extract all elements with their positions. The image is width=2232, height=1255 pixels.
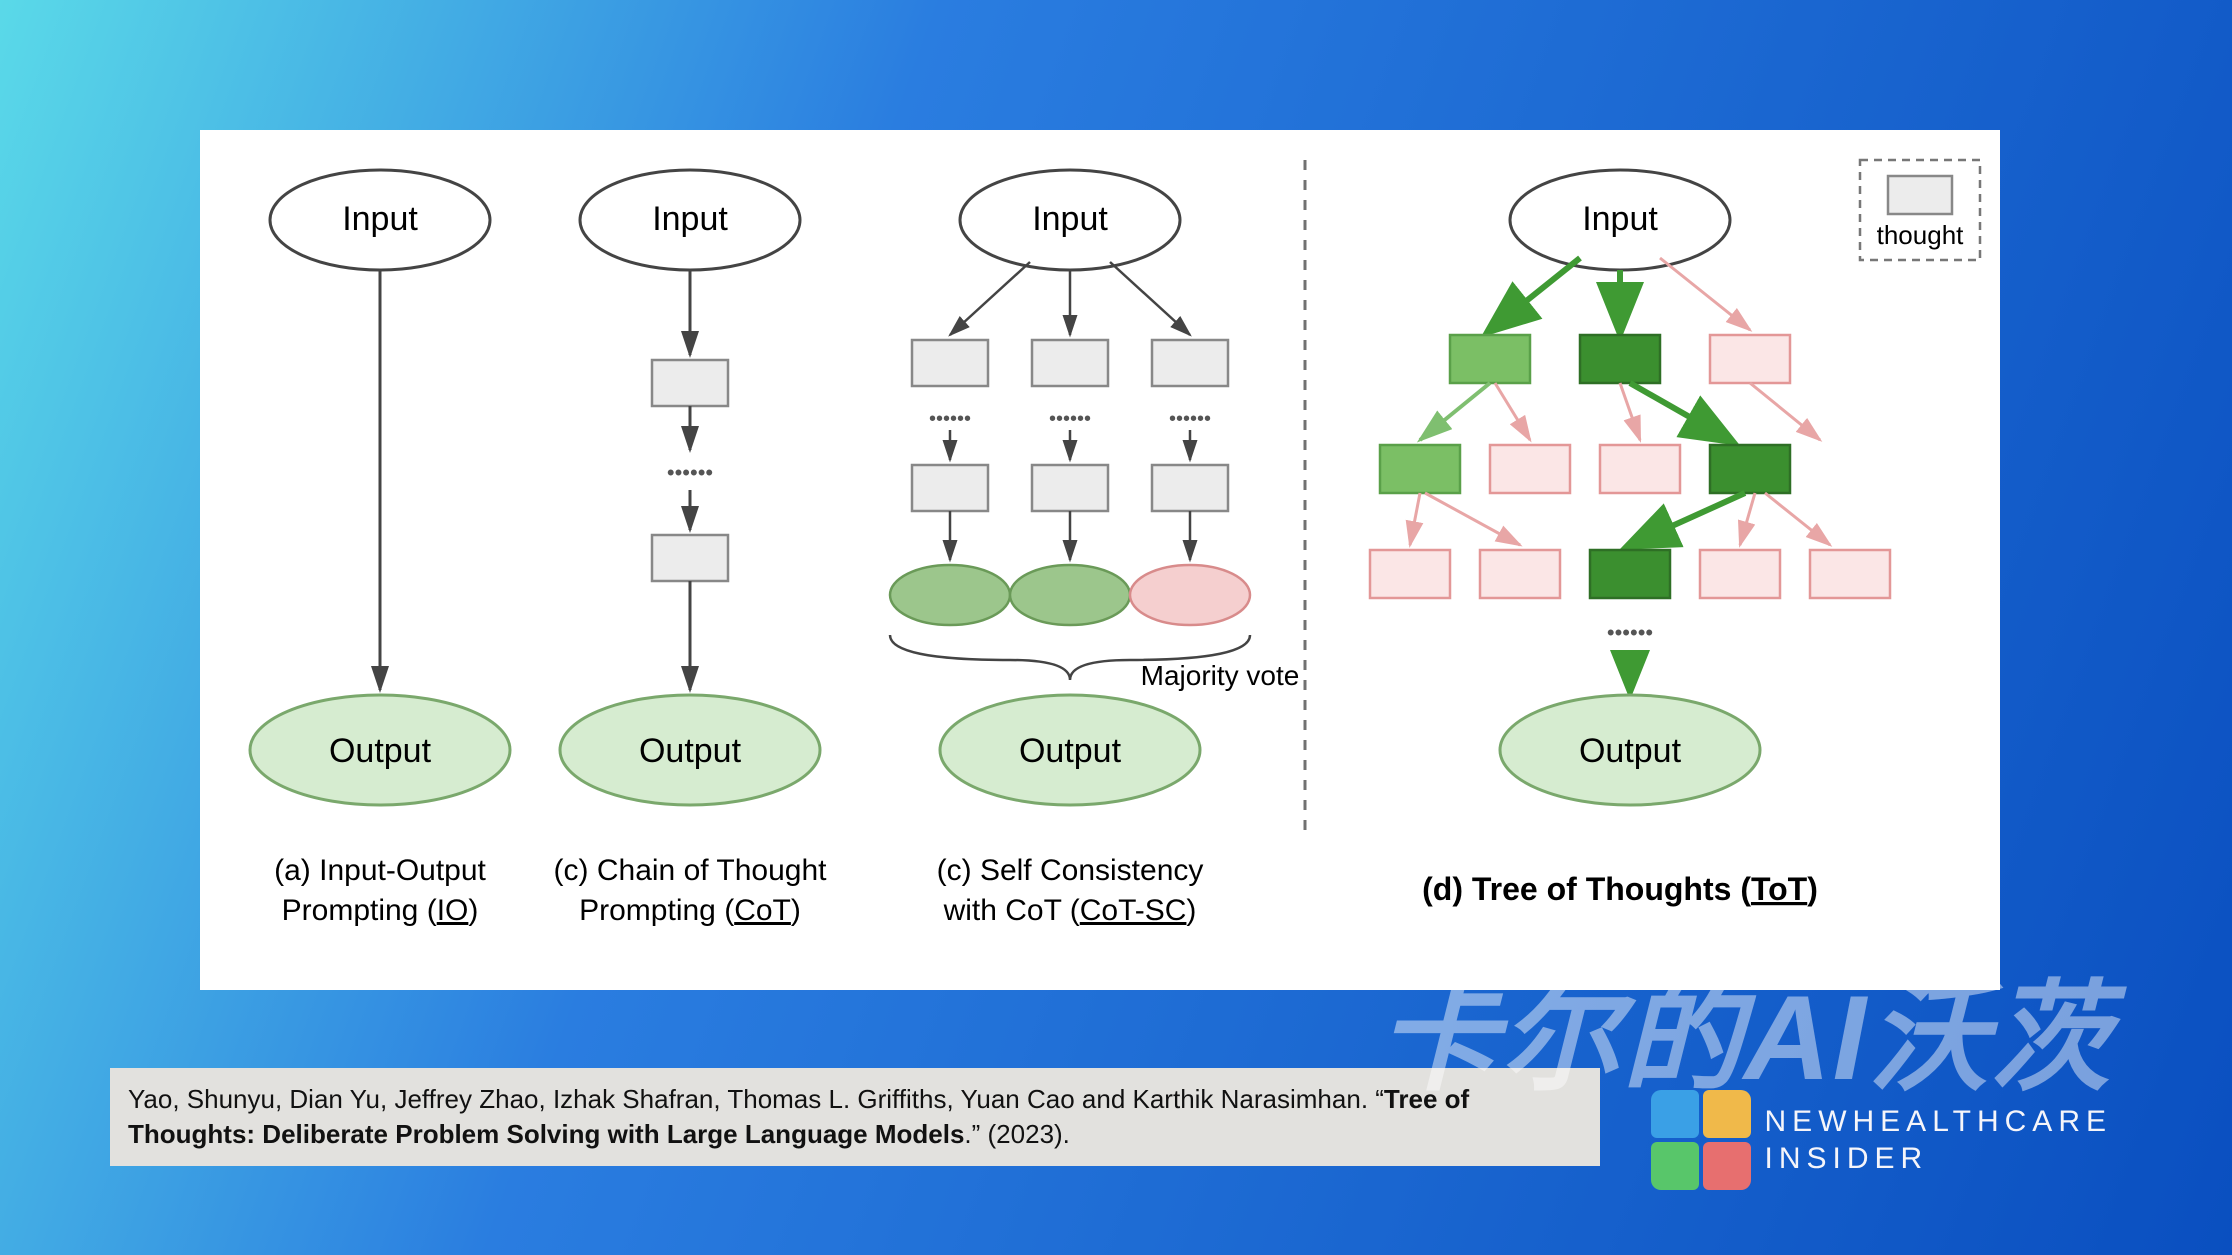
tot-r1-n2 (1580, 335, 1660, 383)
output-label: Output (1019, 732, 1122, 770)
citation-post: .” (2023). (964, 1119, 1070, 1149)
branch-1: •••••• (890, 262, 1030, 625)
output-label: Output (1579, 732, 1682, 770)
citation-pre: Yao, Shunyu, Dian Yu, Jeffrey Zhao, Izha… (128, 1084, 1384, 1114)
brand-grid-cell-1 (1651, 1090, 1699, 1138)
brand-box: NEWHEALTHCARE INSIDER (1651, 1090, 2112, 1190)
tot-r3-n3 (1590, 550, 1670, 598)
vote-bad (1130, 565, 1250, 625)
svg-text:••••••: •••••• (1049, 408, 1091, 430)
legend-swatch (1888, 176, 1952, 214)
tot-r3-n1 (1370, 550, 1450, 598)
tot-r1-n3 (1710, 335, 1790, 383)
tot-r2-n1 (1380, 445, 1460, 493)
svg-text:••••••: •••••• (929, 408, 971, 430)
caption-c-1: (c) Self Consistency (937, 854, 1204, 887)
brand-grid-cell-4 (1703, 1142, 1751, 1190)
panel-b: Input •••••• Output (c) Chain of Thought… (554, 170, 828, 927)
caption-b-1: (c) Chain of Thought (554, 854, 828, 887)
thought-rect-1 (652, 360, 728, 406)
tot-r1-n1 (1450, 335, 1530, 383)
vote-good-1 (890, 565, 1010, 625)
input-label: Input (652, 200, 728, 238)
input-label: Input (1582, 200, 1658, 238)
dots-b: •••••• (667, 460, 713, 485)
thought-rect-2 (652, 535, 728, 581)
tot-r3-n4 (1700, 550, 1780, 598)
tot-r2-n2 (1490, 445, 1570, 493)
brand-grid-cell-2 (1703, 1090, 1751, 1138)
caption-a-1: (a) Input-Output (274, 854, 486, 887)
watermark-cn: 卡尔的AI沃茨 (1378, 940, 2112, 1114)
dots-d: •••••• (1607, 620, 1653, 645)
output-label: Output (639, 732, 742, 770)
brand-logo-icon (1651, 1090, 1751, 1190)
diagram-svg: Input Output (a) Input-Output Prompting … (200, 130, 2000, 990)
legend: thought (1860, 160, 1980, 260)
caption-c-2: with CoT (CoT-SC) (943, 894, 1197, 927)
caption-a-2: Prompting (IO) (282, 894, 479, 927)
tot-r2-n4 (1710, 445, 1790, 493)
majority-vote-label: Majority vote (1141, 660, 1300, 691)
svg-text:••••••: •••••• (1169, 408, 1211, 430)
panel-c: Input •••••• •••••• (890, 170, 1299, 927)
panel-a: Input Output (a) Input-Output Prompting … (250, 170, 510, 927)
brand-text: NEWHEALTHCARE INSIDER (1765, 1103, 2112, 1178)
citation-box: Yao, Shunyu, Dian Yu, Jeffrey Zhao, Izha… (110, 1068, 1600, 1166)
brand-line-1: NEWHEALTHCARE (1765, 1103, 2112, 1141)
tot-r3-n2 (1480, 550, 1560, 598)
branch-3: •••••• (1110, 262, 1250, 625)
input-label: Input (1032, 200, 1108, 238)
vote-good-2 (1010, 565, 1130, 625)
figure-panel: Input Output (a) Input-Output Prompting … (200, 130, 2000, 990)
panel-d: Input (1370, 170, 1890, 907)
branch-2: •••••• (1010, 270, 1130, 625)
caption-d: (d) Tree of Thoughts (ToT) (1422, 871, 1818, 907)
caption-b-2: Prompting (CoT) (579, 894, 801, 927)
brand-grid-cell-3 (1651, 1142, 1699, 1190)
legend-label: thought (1877, 220, 1965, 250)
brand-line-2: INSIDER (1765, 1140, 2112, 1178)
tot-r3-n5 (1810, 550, 1890, 598)
tot-r2-n3 (1600, 445, 1680, 493)
output-label: Output (329, 732, 432, 770)
input-label: Input (342, 200, 418, 238)
